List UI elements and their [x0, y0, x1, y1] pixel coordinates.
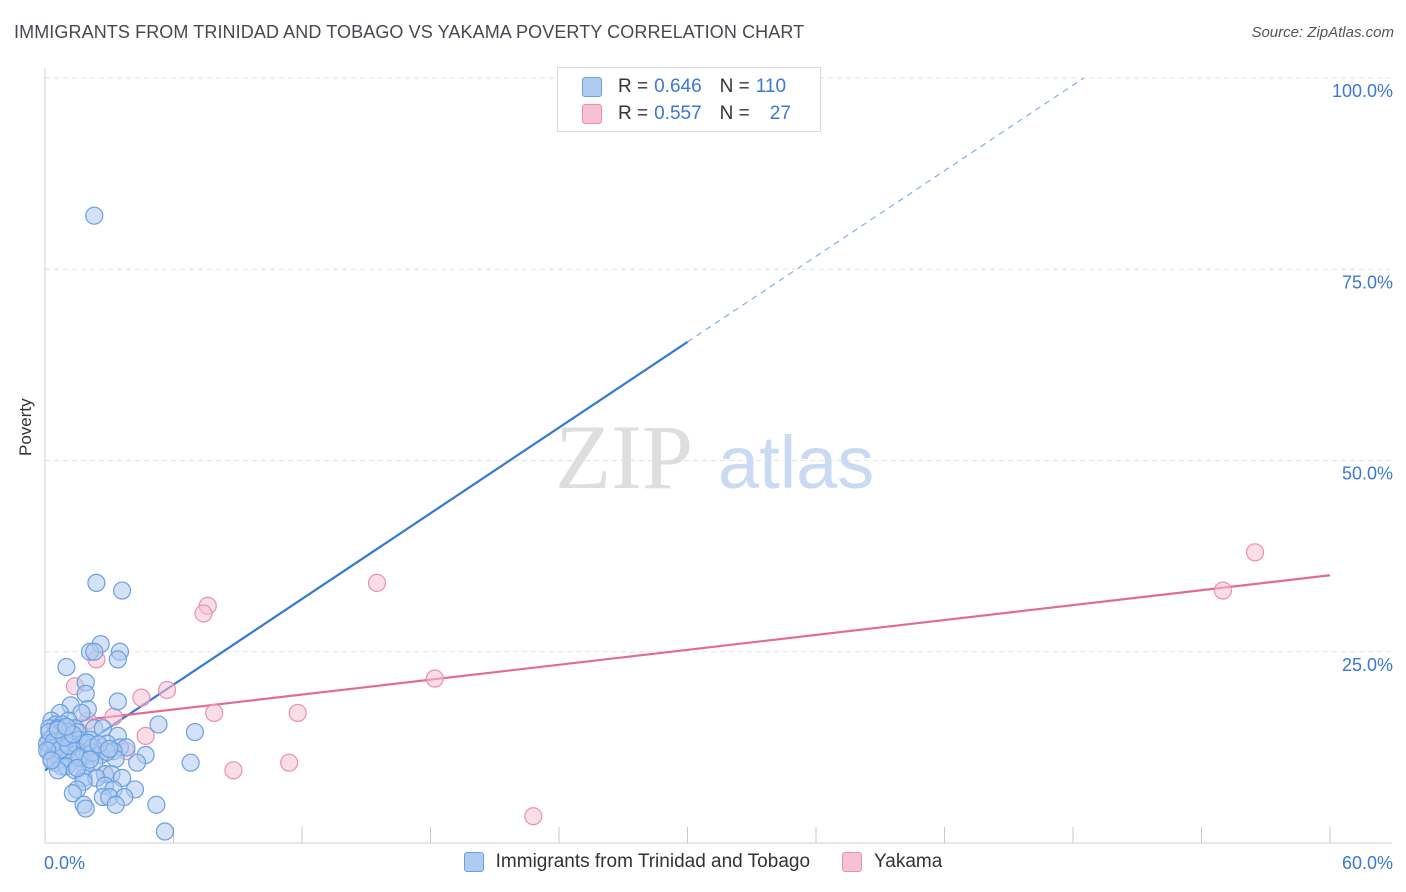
point-trinidad [100, 739, 119, 759]
y-axis-label: Poverty [16, 398, 35, 456]
x-tick-label: 0.0% [44, 853, 85, 873]
point-trinidad [80, 750, 100, 769]
point-trinidad [76, 684, 95, 703]
point-trinidad [112, 581, 132, 600]
point-yakama [367, 573, 387, 593]
series-name-trinidad: Immigrants from Trinidad and Tobago [495, 851, 811, 872]
legend-r-value-pink: 0.557 [654, 103, 702, 124]
trend-line-yakama [44, 574, 1331, 726]
point-trinidad [42, 751, 61, 770]
point-trinidad [108, 692, 127, 711]
point-trinidad [155, 822, 175, 841]
legend-r-label: R = [618, 76, 649, 97]
point-yakama [136, 726, 155, 746]
point-yakama [425, 669, 444, 688]
y-tick-label: 75.0% [1342, 272, 1393, 292]
series-name-yakama: Yakama [874, 851, 943, 872]
legend-n-value-blue: 110 [755, 76, 787, 97]
tick-labels: 25.0% 50.0% 75.0% 100.0% 0.0% 60.0% [44, 81, 1393, 873]
series-legend-item-yakama: Yakama [842, 851, 942, 873]
point-trinidad [108, 650, 127, 669]
point-yakama [524, 807, 543, 826]
trend-line-trinidad-extension [687, 77, 1084, 343]
series-legend: Immigrants from Trinidad and Tobago Yaka… [0, 851, 1406, 873]
point-trinidad [63, 784, 82, 803]
trend-lines [44, 77, 1331, 772]
legend-swatch-pink [582, 104, 602, 124]
point-yakama [224, 761, 243, 780]
point-trinidad [57, 657, 76, 677]
chart-title: IMMIGRANTS FROM TRINIDAD AND TOBAGO VS Y… [14, 22, 805, 42]
watermark-atlas: atlas [718, 421, 874, 504]
trend-line-trinidad [44, 341, 689, 772]
point-trinidad [149, 715, 168, 734]
point-trinidad [147, 795, 166, 814]
axes [44, 68, 1392, 844]
gridlines [45, 77, 1392, 653]
point-yakama [132, 688, 151, 707]
data-points [38, 206, 1265, 841]
legend-n-value-pink: 27 [769, 103, 791, 124]
point-trinidad [85, 206, 104, 225]
point-yakama [205, 703, 224, 723]
legend-row-pink: R = 0.557 N = 27 [582, 101, 791, 127]
y-tick-label: 50.0% [1342, 464, 1393, 484]
point-yakama [288, 703, 307, 723]
y-tick-label: 25.0% [1342, 655, 1393, 675]
point-trinidad [85, 642, 104, 661]
legend-n-label: N = [719, 103, 750, 124]
legend-n-label: N = [719, 76, 750, 97]
source-credit: Source: ZipAtlas.com [1251, 24, 1394, 41]
point-yakama [1245, 543, 1265, 562]
x-tick-label: 60.0% [1342, 853, 1393, 873]
legend-r-value-blue: 0.646 [654, 76, 702, 97]
point-yakama [1213, 581, 1233, 600]
legend-row-blue: R = 0.646 N = 110 [582, 74, 786, 100]
point-trinidad [68, 758, 87, 778]
point-trinidad [76, 799, 95, 818]
point-trinidad [106, 795, 125, 814]
legend-swatch-blue [582, 77, 602, 97]
watermark-zip: ZIP [555, 406, 693, 508]
y-tick-label: 100.0% [1332, 81, 1393, 101]
zipatlas-watermark: ZIP atlas [555, 406, 874, 508]
series-legend-item-trinidad: Immigrants from Trinidad and Tobago [463, 851, 811, 873]
point-trinidad [57, 717, 76, 736]
point-trinidad [87, 573, 106, 593]
point-yakama [157, 680, 177, 700]
point-yakama [194, 604, 213, 623]
legend-r-label: R = [618, 103, 649, 124]
point-trinidad [127, 753, 147, 772]
point-trinidad [181, 753, 200, 772]
series-swatch-pink [842, 852, 863, 872]
correlation-legend: R = 0.646 N = 110 R = 0.557 N = 27 [557, 67, 821, 132]
point-trinidad [185, 722, 205, 742]
point-yakama [280, 753, 299, 772]
series-swatch-blue [463, 852, 484, 872]
